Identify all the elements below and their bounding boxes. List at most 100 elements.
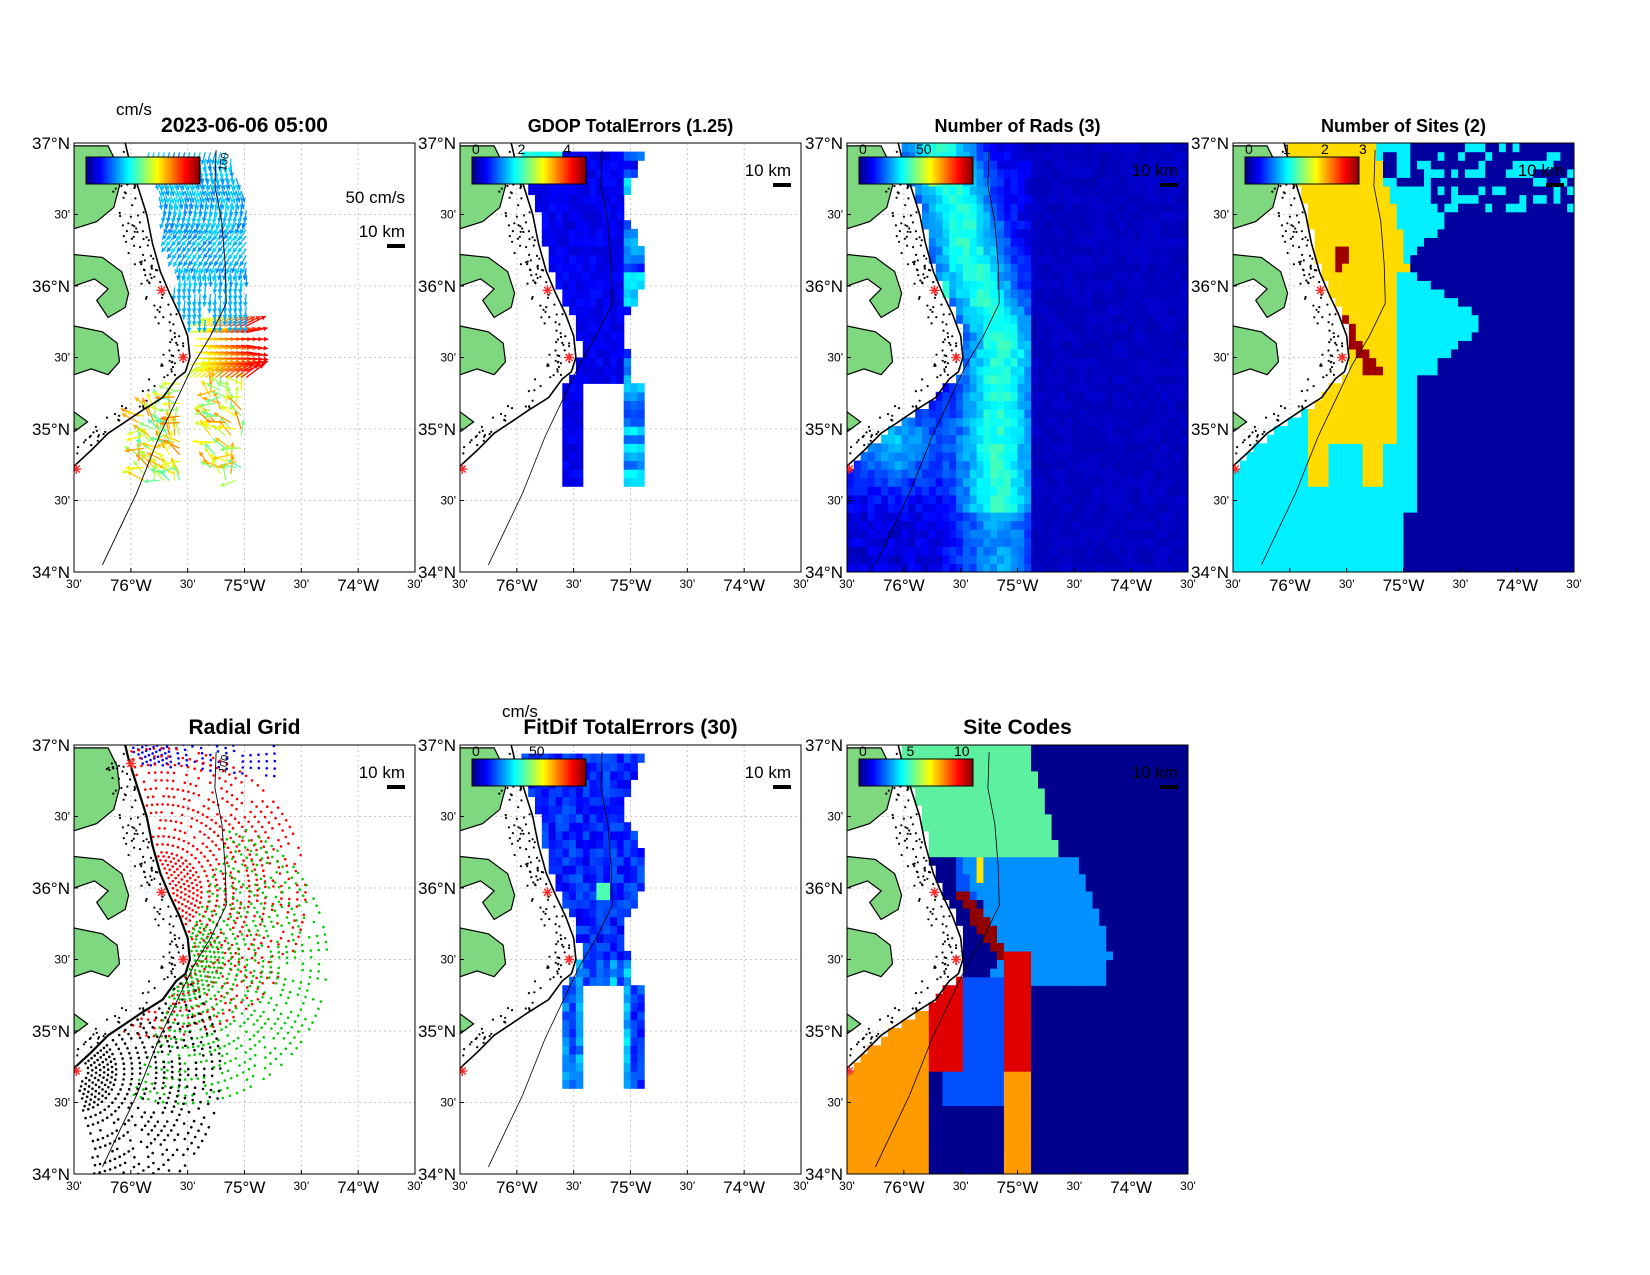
nrads-cell (1072, 554, 1080, 564)
nrads-cell (935, 417, 944, 427)
nrads-cell (969, 477, 978, 487)
nrads-cell (1031, 340, 1039, 350)
nrads-cell (976, 185, 984, 196)
nrads-cell (990, 168, 998, 178)
coast-dot (521, 227, 524, 230)
nrads-cell (1065, 160, 1073, 170)
nrads-cell (1003, 323, 1012, 333)
nrads-cell (853, 486, 862, 496)
nrads-cell (1153, 168, 1162, 178)
nsites-cell (1369, 554, 1377, 564)
coast-dot (94, 425, 97, 428)
nrads-cell (928, 520, 937, 530)
nsites-cell (1403, 554, 1411, 564)
nsites-cell (1246, 469, 1254, 479)
nrads-cell (1024, 434, 1032, 444)
nrads-cell (983, 511, 991, 522)
gdop-cell (575, 185, 584, 196)
nsites-cell (1321, 494, 1330, 504)
nsites-cell (1328, 494, 1336, 504)
current-vector-head (176, 302, 182, 307)
nrads-cell (1174, 280, 1182, 290)
nrads-cell (1181, 185, 1188, 196)
nrads-cell (1106, 297, 1114, 307)
current-vector-head (147, 452, 152, 457)
gdop-cell (582, 297, 591, 307)
gdop-cell (603, 280, 611, 290)
nsites-cell (1492, 537, 1500, 547)
nrads-cell (867, 520, 875, 530)
gdop-cell (589, 237, 597, 247)
coast-dot (506, 405, 510, 408)
coast-dot (943, 370, 946, 373)
coast-dot (122, 150, 125, 153)
current-vector-head (197, 308, 202, 314)
nrads-cell (922, 520, 930, 530)
nsites-cell (1328, 546, 1336, 556)
current-vector-head (181, 289, 187, 294)
nrads-cell (942, 263, 950, 273)
current-vector-head (201, 276, 207, 281)
coast-dot (539, 385, 542, 388)
nrads-cell (1058, 185, 1066, 196)
coast-dot (119, 214, 122, 218)
current-vector-head (133, 460, 139, 466)
nrads-cell (1147, 185, 1155, 196)
coast-dot (97, 434, 100, 437)
nrads-cell (942, 546, 950, 556)
nrads-cell (1140, 177, 1148, 187)
nsites-cell (1512, 494, 1520, 504)
coast-dot (476, 444, 479, 447)
current-vector-head (236, 192, 242, 197)
nrads-cell (1072, 194, 1080, 204)
nrads-cell (1147, 451, 1155, 462)
current-vector-head (233, 254, 238, 260)
nrads-cell (928, 185, 937, 196)
nrads-cell (1119, 554, 1128, 564)
nrads-cell (1153, 546, 1162, 556)
nrads-cell (976, 554, 984, 564)
current-vector-head (197, 314, 202, 320)
coast-dot (559, 332, 562, 335)
current-vector-head (214, 205, 220, 211)
nsites-cell (1246, 546, 1254, 556)
nrads-cell (983, 177, 991, 187)
coast-dot (906, 230, 909, 233)
nrads-cell (1153, 554, 1162, 564)
nrads-cell (1044, 451, 1053, 462)
gdop-cell (582, 263, 591, 273)
nrads-cell (1058, 263, 1066, 273)
nrads-cell (1017, 194, 1025, 204)
nrads-cell (1099, 203, 1107, 213)
nrads-cell (997, 511, 1005, 522)
gdop-cell (637, 391, 645, 401)
gdop-cell (610, 254, 618, 264)
gdop-cell (603, 297, 611, 307)
gdop-cell (610, 306, 618, 316)
nrads-cell (976, 246, 984, 256)
gdop-cell (616, 271, 625, 281)
coast-dot (120, 405, 124, 408)
nrads-cell (853, 511, 862, 522)
nrads-cell (894, 503, 903, 513)
coast-dot (526, 263, 529, 266)
nrads-cell (962, 237, 971, 247)
nrads-cell (1038, 246, 1046, 256)
nrads-cell (1038, 400, 1046, 410)
nrads-cell (1153, 563, 1162, 572)
nrads-cell (949, 271, 957, 281)
nrads-cell (1031, 460, 1039, 470)
coast-dot (150, 265, 153, 268)
nrads-cell (1092, 271, 1100, 281)
nsites-cell (1478, 563, 1486, 572)
coast-dot (161, 364, 164, 367)
coast-dot (127, 222, 130, 225)
nrads-cell (1044, 503, 1053, 513)
nrads-cell (976, 511, 984, 522)
current-vector-head (243, 302, 248, 307)
current-vector-head (163, 228, 168, 234)
coast-dot (868, 429, 871, 432)
gdop-cell (637, 246, 645, 256)
nrads-cell (1153, 366, 1162, 376)
nrads-cell (983, 263, 991, 273)
